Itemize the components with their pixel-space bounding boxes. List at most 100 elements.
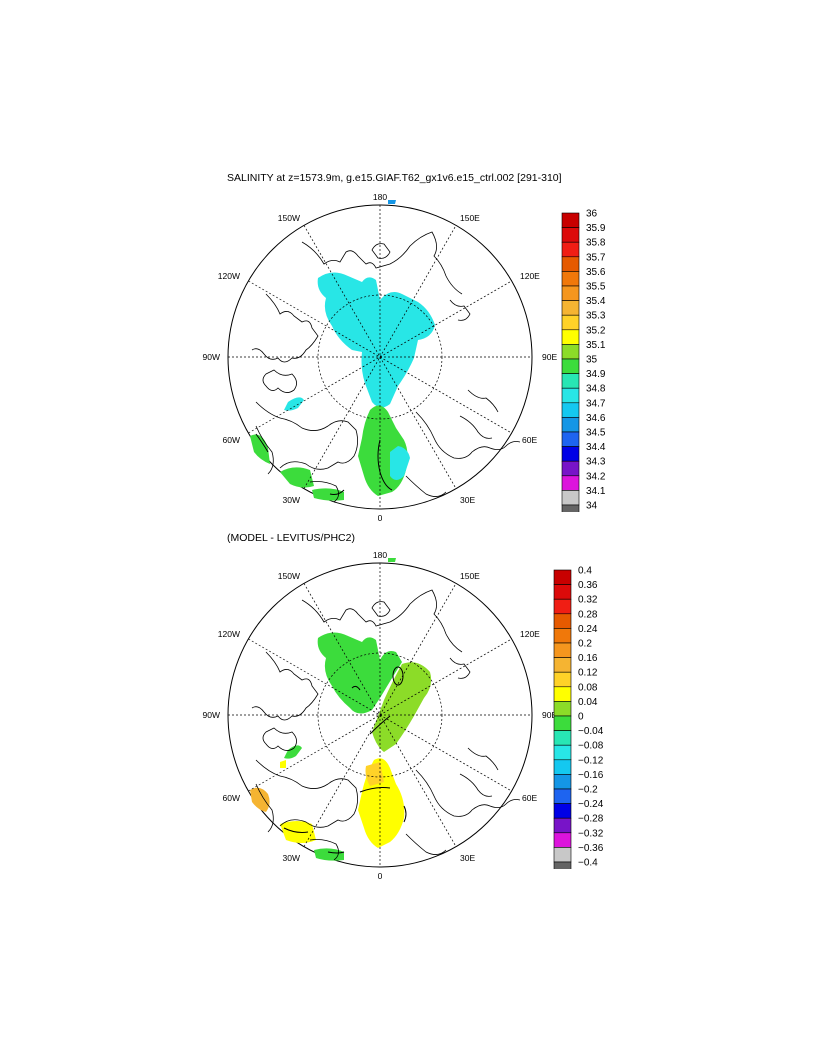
colorbar-tick-label: −0.32 [578, 828, 604, 839]
label-lon-120e: 120E [520, 629, 540, 639]
colorbar-tick-label: 0.08 [578, 682, 598, 693]
salinity-fill-regions [250, 200, 435, 501]
colorbar-tick-label: 35.6 [586, 267, 606, 278]
colorbar-swatch [561, 417, 580, 433]
colorbar-tick-label: −0.24 [578, 799, 604, 810]
colorbar-tick-label: 0.36 [578, 580, 598, 591]
colorbar-swatch [553, 774, 572, 790]
coastlines [251, 589, 521, 861]
label-lon-0: 0 [378, 871, 383, 881]
colorbar-tick-label: −0.16 [578, 770, 604, 781]
colorbar-swatch [553, 701, 572, 717]
colorbar-tick-label: 0.32 [578, 595, 598, 606]
colorbar-swatch [561, 373, 580, 389]
colorbar-tick-label: 34.8 [586, 384, 606, 395]
colorbar-swatch [561, 475, 580, 491]
colorbar-swatch [561, 504, 580, 512]
colorbar-tick-label: 36 [586, 209, 598, 220]
colorbar-swatch [553, 730, 572, 746]
graticule-grid [228, 205, 532, 509]
colorbar-tick-label: −0.08 [578, 741, 604, 752]
longitude-labels: 0 30E 60E 90E 120E 150E 180 150W 120W 90… [203, 192, 558, 523]
colorbar-swatch [561, 387, 580, 404]
colorbar-tick-label: 35.4 [586, 296, 606, 307]
colorbar-tick-label: 35.1 [586, 340, 606, 351]
label-lon-60e: 60E [522, 435, 537, 445]
label-lon-90w: 90W [203, 710, 220, 720]
colorbar-swatch [553, 613, 572, 629]
label-lon-90e: 90E [542, 352, 557, 362]
colorbar-tick-label: 34.7 [586, 398, 606, 409]
colorbar-salinity: 36 35.9 35.8 35.7 35.6 35.5 35.4 35.3 35.2 35.1 35… [561, 209, 606, 512]
colorbar-tick-label: −0.12 [578, 755, 604, 766]
colorbar-tick-label: 34.6 [586, 413, 606, 424]
colorbar-swatch [553, 671, 572, 688]
colorbar-swatch [561, 271, 580, 287]
colorbar-difference: 0.4 0.36 0.32 0.28 0.24 0.2 0.16 0.12 0.08 0.04 0 −… [553, 566, 604, 869]
colorbar-tick-label: 34 [586, 501, 598, 512]
label-lon-180: 180 [373, 550, 387, 560]
colorbar-swatch [561, 344, 580, 360]
colorbar-swatch [553, 715, 572, 731]
label-lon-90w: 90W [203, 352, 220, 362]
map-title-salinity: SALINITY at z=1573.9m, g.e15.GIAF.T62_gx… [227, 172, 562, 184]
colorbar-swatch [553, 569, 572, 585]
label-lon-150e: 150E [460, 213, 480, 223]
colorbar-tick-label: 0.4 [578, 566, 592, 577]
label-lon-150w: 150W [278, 571, 300, 581]
colorbar-tick-label: 0.2 [578, 639, 592, 650]
colorbar-tick-label: 34.3 [586, 457, 606, 468]
colorbar-swatch [553, 759, 572, 775]
label-lon-120e: 120E [520, 271, 540, 281]
map-title-difference: (MODEL - LEVITUS/PHC2) [227, 532, 355, 544]
colorbar-swatch [561, 285, 580, 301]
label-lon-150w: 150W [278, 213, 300, 223]
label-lon-30e: 30E [460, 495, 475, 505]
colorbar-swatch [561, 241, 580, 258]
colorbar-swatch [553, 642, 572, 658]
colorbar-swatch [561, 446, 580, 462]
colorbar-swatch [561, 314, 580, 331]
colorbar-tick-label: 34.2 [586, 471, 606, 482]
colorbar-swatch [561, 431, 580, 447]
graticule-grid [228, 563, 532, 867]
colorbar-tick-label: 35.7 [586, 252, 606, 263]
label-lon-30w: 30W [283, 853, 300, 863]
label-lon-60e: 60E [522, 793, 537, 803]
colorbar-tick-label: 35.3 [586, 311, 606, 322]
colorbar-swatch [561, 460, 580, 477]
colorbar-swatch [553, 686, 572, 702]
colorbar-tick-label: 0.24 [578, 624, 598, 635]
colorbar-swatch [553, 584, 572, 600]
colorbar-swatch [553, 628, 572, 644]
colorbar-swatch [561, 300, 580, 316]
colorbar-tick-label: −0.28 [578, 814, 604, 825]
colorbar-swatch [553, 598, 572, 615]
colorbar-swatch [553, 803, 572, 819]
colorbar-tick-label: 35.8 [586, 238, 606, 249]
colorbar-swatch [561, 358, 580, 374]
colorbar-tick-label: 0.04 [578, 697, 598, 708]
colorbar-tick-label: 0.28 [578, 609, 598, 620]
colorbar-swatch [553, 744, 572, 761]
contour-lines [283, 666, 407, 854]
colorbar-tick-label: −0.04 [578, 726, 604, 737]
colorbar-tick-label: 0.16 [578, 653, 598, 664]
polar-map-difference: 0 30E 60E 90E 120E 150E 180 150W 120W 90… [203, 550, 558, 881]
difference-fill-regions [250, 558, 432, 861]
colorbar-tick-label: 35.9 [586, 223, 606, 234]
polar-map-salinity: 0 30E 60E 90E 120E 150E 180 150W 120W 90… [203, 192, 558, 523]
colorbar-swatch [561, 490, 580, 506]
label-lon-60w: 60W [223, 435, 240, 445]
colorbar-swatch [553, 788, 572, 804]
colorbar-tick-label: −0.36 [578, 843, 604, 854]
colorbar-tick-label: 35.2 [586, 325, 606, 336]
colorbar-swatch [553, 832, 572, 848]
colorbar-tick-label: 34.9 [586, 369, 606, 380]
label-lon-150e: 150E [460, 571, 480, 581]
label-lon-90e: 90E [542, 710, 557, 720]
colorbar-tick-label: 34.5 [586, 428, 606, 439]
colorbar-tick-label: 35 [586, 355, 598, 366]
label-lon-120w: 120W [218, 271, 240, 281]
label-lon-30w: 30W [283, 495, 300, 505]
